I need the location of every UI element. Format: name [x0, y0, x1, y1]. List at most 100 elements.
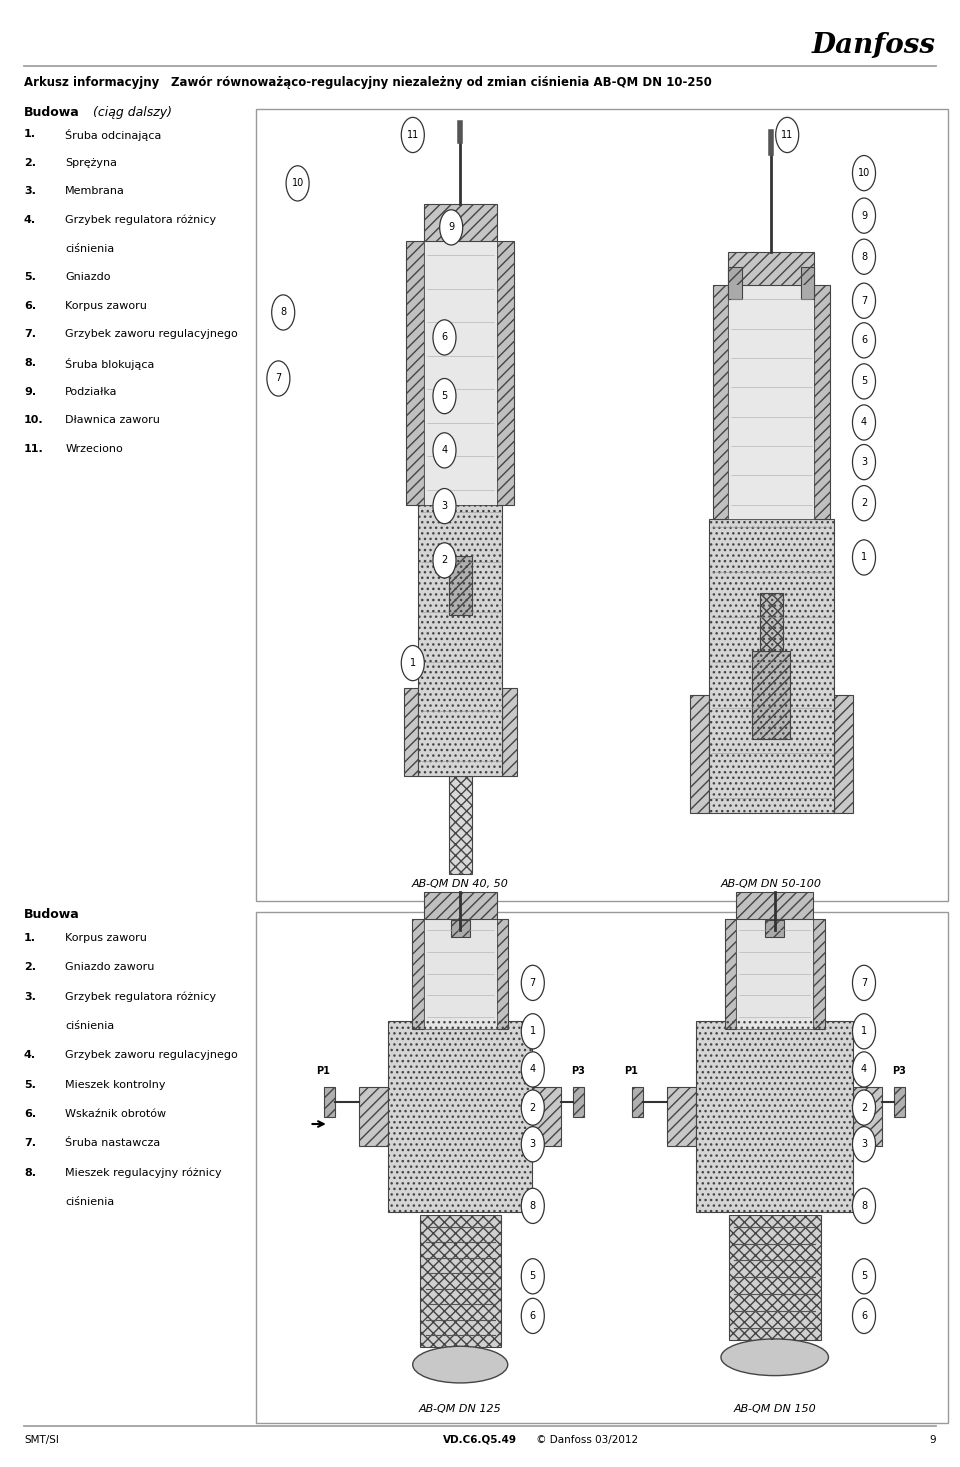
Text: Podziałka: Podziałka	[65, 386, 118, 396]
Text: Gniazdo zaworu: Gniazdo zaworu	[65, 962, 155, 973]
Text: 6: 6	[861, 1311, 867, 1320]
Bar	[418, 505, 502, 776]
Bar	[448, 776, 471, 874]
Bar	[532, 1087, 561, 1146]
Bar	[814, 285, 829, 519]
Text: 3: 3	[442, 502, 447, 511]
Bar	[496, 918, 508, 1028]
Bar	[712, 285, 728, 519]
Bar	[403, 688, 418, 776]
Text: AB-QM DN 150: AB-QM DN 150	[733, 1404, 816, 1414]
Text: 6: 6	[861, 336, 867, 345]
Bar	[853, 1087, 882, 1146]
Bar	[423, 241, 496, 505]
Bar	[728, 267, 741, 299]
Circle shape	[852, 1014, 876, 1049]
Bar	[448, 556, 471, 615]
Bar	[496, 918, 508, 1028]
Text: 3: 3	[861, 1140, 867, 1149]
Bar	[423, 204, 496, 241]
Text: 8: 8	[861, 1201, 867, 1210]
Text: 5.: 5.	[24, 271, 36, 282]
Ellipse shape	[413, 1347, 508, 1383]
Bar	[388, 1021, 532, 1212]
Circle shape	[852, 1090, 876, 1125]
Text: 11: 11	[407, 131, 419, 139]
Text: 1: 1	[861, 1027, 867, 1036]
Bar	[324, 1087, 335, 1116]
Circle shape	[852, 198, 876, 233]
Circle shape	[852, 1052, 876, 1087]
Text: 2: 2	[861, 1103, 867, 1112]
Text: 8: 8	[530, 1201, 536, 1210]
Text: 4.: 4.	[24, 1050, 36, 1061]
Circle shape	[521, 1014, 544, 1049]
Text: 4: 4	[861, 418, 867, 427]
Bar	[423, 892, 496, 918]
Text: Sprężyna: Sprężyna	[65, 157, 117, 167]
Bar	[752, 651, 790, 739]
Text: 7: 7	[861, 296, 867, 305]
Text: 6.: 6.	[24, 301, 36, 311]
Bar	[728, 252, 814, 285]
Text: 1.: 1.	[24, 129, 36, 139]
Text: 4: 4	[530, 1065, 536, 1074]
Text: Arkusz informacyjny: Arkusz informacyjny	[24, 76, 159, 89]
Circle shape	[852, 1259, 876, 1294]
Bar	[708, 519, 833, 813]
Text: 7.: 7.	[24, 1138, 36, 1149]
Bar	[814, 285, 829, 519]
Text: Budowa: Budowa	[24, 908, 80, 921]
Bar	[324, 1087, 335, 1116]
Circle shape	[852, 1127, 876, 1162]
Bar	[450, 920, 469, 937]
Text: 6.: 6.	[24, 1109, 36, 1119]
Bar	[813, 918, 825, 1028]
Bar	[729, 1215, 821, 1339]
Bar	[572, 1087, 584, 1116]
Bar	[728, 285, 814, 519]
Text: P1: P1	[624, 1065, 637, 1075]
Circle shape	[521, 1127, 544, 1162]
Text: 4.: 4.	[24, 214, 36, 224]
Text: Grzybek regulatora różnicy: Grzybek regulatora różnicy	[65, 214, 216, 226]
Bar	[450, 920, 469, 937]
Bar	[729, 1215, 821, 1339]
Bar	[256, 912, 948, 1423]
Text: 5: 5	[861, 1272, 867, 1281]
Bar	[833, 695, 852, 813]
Bar	[359, 1087, 388, 1146]
Text: 10: 10	[292, 179, 303, 188]
Text: 7: 7	[530, 978, 536, 987]
Bar	[502, 688, 516, 776]
Text: AB-QM DN 50-100: AB-QM DN 50-100	[721, 879, 822, 889]
Text: 3: 3	[861, 458, 867, 467]
Text: 7: 7	[276, 374, 281, 383]
Bar	[725, 918, 736, 1028]
Circle shape	[521, 1052, 544, 1087]
Circle shape	[433, 543, 456, 578]
Circle shape	[521, 1259, 544, 1294]
Bar	[572, 1087, 584, 1116]
Circle shape	[521, 1188, 544, 1223]
Circle shape	[433, 320, 456, 355]
Bar	[853, 1087, 882, 1146]
Bar	[813, 918, 825, 1028]
Text: VD.C6.Q5.49: VD.C6.Q5.49	[443, 1435, 517, 1445]
Bar	[532, 1087, 561, 1146]
Bar	[496, 241, 514, 505]
Text: ciśnienia: ciśnienia	[65, 244, 114, 254]
Text: AB-QM DN 40, 50: AB-QM DN 40, 50	[412, 879, 509, 889]
Bar	[894, 1087, 905, 1116]
Bar	[708, 519, 833, 813]
Text: 9: 9	[861, 211, 867, 220]
Circle shape	[852, 239, 876, 274]
Bar	[759, 593, 782, 651]
Text: Grzybek regulatora różnicy: Grzybek regulatora różnicy	[65, 992, 216, 1002]
Text: 3.: 3.	[24, 186, 36, 197]
Bar	[667, 1087, 696, 1146]
Text: Wskaźnik obrotów: Wskaźnik obrotów	[65, 1109, 166, 1119]
Bar	[412, 918, 423, 1028]
Text: Korpus zaworu: Korpus zaworu	[65, 933, 147, 943]
Text: Wrzeciono: Wrzeciono	[65, 443, 123, 453]
